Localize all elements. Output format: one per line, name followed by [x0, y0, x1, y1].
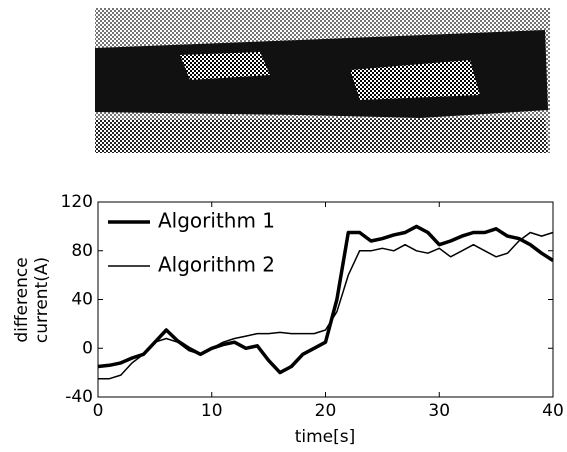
x-tick-label: 10 — [201, 401, 223, 421]
y-tick-label: 80 — [71, 241, 93, 261]
y-axis-label: difference — [12, 257, 32, 342]
y-tick-label: 40 — [71, 290, 93, 310]
y-tick-label: 0 — [82, 338, 93, 358]
chart: time[s] difference current(A) -400408012… — [12, 192, 564, 447]
legend-label: Algorithm 2 — [158, 253, 275, 277]
x-axis-label: time[s] — [295, 427, 356, 447]
y-axis-label: current(A) — [32, 257, 52, 343]
x-tick-label: 0 — [93, 401, 104, 421]
y-tick-label: -40 — [65, 387, 93, 407]
y-tick-label: 120 — [61, 192, 93, 212]
series-line — [97, 224, 554, 375]
photo — [95, 8, 550, 153]
legend-label: Algorithm 1 — [158, 209, 275, 233]
series-line — [98, 231, 554, 380]
x-tick-label: 30 — [428, 401, 450, 421]
x-tick-label: 40 — [542, 401, 564, 421]
x-tick-label: 20 — [315, 401, 337, 421]
